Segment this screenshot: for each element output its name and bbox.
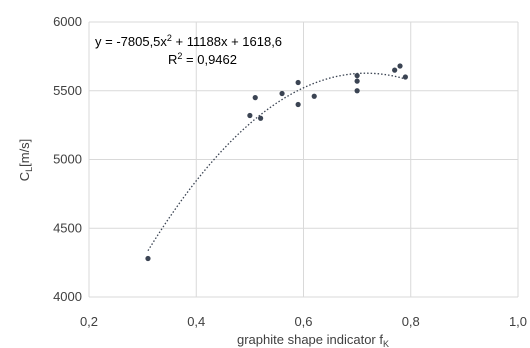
grid-lines — [88, 21, 519, 298]
data-point — [311, 93, 317, 99]
data-point — [145, 255, 151, 262]
y-tick-label: 5000 — [53, 152, 82, 167]
y-tick-label: 5500 — [53, 83, 82, 98]
data-point — [354, 88, 360, 94]
x-tick-label: 0,2 — [80, 314, 98, 329]
r-squared-label: R2 = 0,9462 — [168, 51, 237, 67]
data-point — [392, 67, 398, 73]
data-point — [247, 112, 253, 119]
x-tick-labels: 0,2 0,4 0,6 0,8 1,0 — [80, 314, 527, 329]
polynomial-trendline — [147, 72, 406, 252]
data-point — [295, 101, 301, 108]
y-tick-label: 4000 — [53, 289, 82, 304]
x-tick-label: 0,8 — [402, 314, 420, 329]
y-tick-labels: 4000 4500 5000 5500 6000 — [53, 14, 82, 304]
data-point — [295, 79, 301, 86]
x-tick-label: 1,0 — [509, 314, 527, 329]
trendline-group — [147, 72, 406, 252]
data-point — [402, 74, 408, 80]
data-point — [258, 115, 264, 121]
data-points — [145, 63, 408, 262]
x-tick-label: 0,6 — [294, 314, 312, 329]
data-point — [397, 63, 403, 69]
data-point — [354, 73, 360, 79]
trendline-equation: y = -7805,5x2 + 11188x + 1618,6 — [95, 33, 282, 49]
y-tick-label: 4500 — [53, 220, 82, 235]
data-point — [279, 90, 285, 97]
data-point — [252, 95, 258, 101]
y-axis-title: CL[m/s] — [17, 139, 34, 182]
y-tick-label: 6000 — [53, 14, 82, 29]
x-axis-title: graphite shape indicator fK — [237, 332, 389, 348]
x-tick-label: 0,4 — [187, 314, 205, 329]
data-point — [354, 78, 360, 84]
